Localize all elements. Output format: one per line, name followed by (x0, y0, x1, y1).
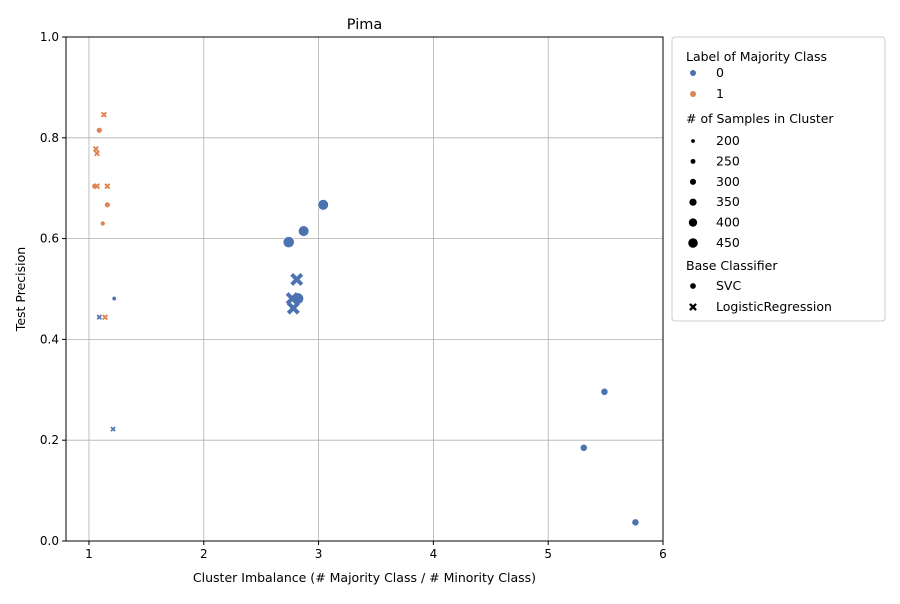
data-point (104, 183, 111, 190)
data-point (317, 199, 329, 211)
legend-hue-title: Label of Majority Class (686, 49, 827, 64)
legend-size-label: 200 (716, 133, 740, 148)
y-tick-label: 1.0 (40, 30, 59, 44)
data-point (285, 292, 299, 306)
x-tick-label: 3 (315, 547, 323, 561)
legend: Label of Majority Class 01 # of Samples … (671, 36, 886, 322)
y-axis-label: Test Precision (13, 247, 28, 332)
data-point (282, 236, 295, 249)
legend-style-marker (689, 282, 697, 290)
data-point (298, 225, 310, 237)
legend-size-title: # of Samples in Cluster (686, 111, 834, 126)
data-point (96, 314, 102, 320)
legend-frame (671, 36, 886, 322)
legend-size-marker (690, 158, 696, 164)
legend-size-marker (689, 198, 697, 206)
data-point (600, 387, 609, 396)
data-point (93, 183, 101, 190)
y-tick-label: 0.4 (40, 332, 59, 346)
y-axis-ticks: 0.0 0.2 0.4 0.6 0.8 1.0 (40, 30, 66, 548)
y-tick-label: 0.2 (40, 433, 59, 447)
legend-size-marker (688, 218, 698, 227)
legend-hue-label: 0 (716, 65, 724, 80)
y-tick-label: 0.0 (40, 534, 59, 548)
legend-size-entries: 200 250 300 350 400 450 (688, 133, 740, 250)
legend-size-label: 450 (716, 235, 740, 250)
x-tick-label: 4 (430, 547, 438, 561)
legend-style-label: LogisticRegression (716, 299, 832, 314)
y-tick-label: 0.8 (40, 131, 59, 145)
legend-style-marker (689, 303, 697, 311)
x-axis-ticks: 1 2 3 4 5 6 (85, 541, 667, 561)
data-points (91, 111, 640, 527)
data-point (96, 127, 103, 134)
data-point (111, 296, 117, 302)
data-point (286, 301, 300, 315)
data-point (110, 426, 116, 432)
data-point (99, 220, 106, 227)
legend-hue-marker (690, 70, 696, 76)
legend-size-label: 300 (716, 174, 740, 189)
legend-size-label: 350 (716, 194, 740, 209)
data-point (92, 145, 99, 152)
legend-size-marker (689, 178, 697, 185)
legend-hue-label: 1 (716, 86, 724, 101)
legend-size-marker (691, 139, 695, 143)
chart-title: Pima (347, 17, 382, 33)
y-tick-label: 0.6 (40, 232, 59, 246)
x-axis-label: Cluster Imbalance (# Majority Class / # … (193, 570, 536, 585)
data-point (579, 443, 588, 452)
data-point (104, 201, 111, 209)
legend-hue-entries: 01 (690, 65, 724, 101)
legend-style-label: SVC (716, 278, 741, 293)
data-point (631, 518, 640, 527)
legend-hue-marker (690, 91, 696, 97)
legend-size-label: 400 (716, 215, 740, 230)
legend-size-marker (688, 238, 698, 248)
data-point (100, 111, 107, 118)
legend-size-label: 250 (716, 153, 740, 168)
legend-style-entries: SVC LogisticRegression (689, 278, 832, 314)
plot-area: 1 2 3 4 5 6 0.0 0.2 0.4 0.6 0.8 1.0 (40, 30, 667, 561)
data-point (102, 314, 109, 321)
x-tick-label: 1 (85, 547, 93, 561)
legend-style-title: Base Classifier (686, 258, 778, 273)
plot-frame (65, 36, 664, 542)
data-point (93, 150, 101, 157)
x-tick-label: 5 (544, 547, 552, 561)
grid-lines (66, 36, 664, 542)
data-point (290, 272, 304, 286)
x-tick-label: 6 (659, 547, 667, 561)
x-tick-label: 2 (200, 547, 208, 561)
